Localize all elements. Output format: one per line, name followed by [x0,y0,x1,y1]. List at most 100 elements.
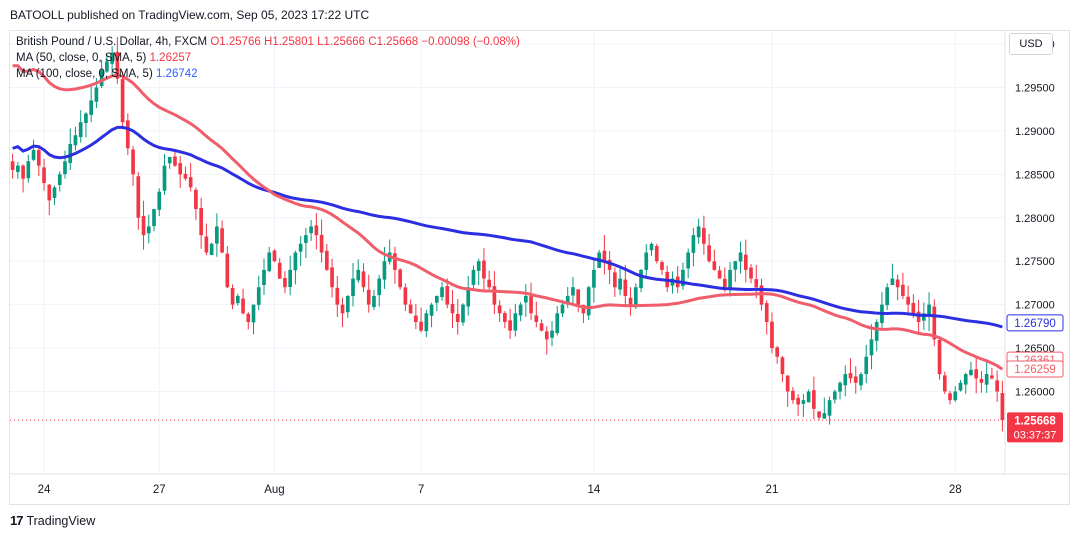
candle-body [162,165,167,191]
candle-body [901,284,905,296]
candle-body [47,184,52,201]
candle-body [607,259,612,270]
candle-body [623,279,628,296]
candle-body [948,393,952,401]
candle-body [78,122,83,138]
ma-price-tag [1006,314,1064,332]
x-tick-label: 24 [38,484,51,496]
candle-body [105,61,109,72]
ma100-value: 1.26742 [155,68,198,80]
candle-body [298,243,303,252]
candle-body [728,269,732,290]
candle-body [843,374,848,386]
candle-body [764,303,769,322]
high-value: H1.25801 [264,36,314,48]
candle-body [455,313,460,322]
candle-body [895,279,900,288]
candle-body [361,271,366,288]
candle-body [199,208,203,236]
candle-body [272,250,277,262]
candle-body [513,313,518,331]
tradingview-logo-icon: 17 [10,513,24,528]
change-value: −0.00098 (−0.08%) [421,36,520,48]
candle-body [115,51,120,79]
ma50-row[interactable]: MA (50, close, 0, SMA, 5) 1.26257 [16,50,520,66]
candle-body [958,382,963,391]
candle-body [262,269,266,286]
candle-body [749,267,753,279]
candle-body [497,305,502,314]
candle-body [382,261,387,280]
candle-body [183,173,188,179]
candle-body [1000,393,1005,421]
ma-price-text: 1.26790 [1014,318,1056,330]
candle-body [738,252,743,262]
chart-frame [9,30,1070,505]
candle-body [702,227,706,244]
candle-body [801,400,806,404]
candle-body [131,149,135,175]
countdown-text: 03:37:37 [1014,429,1057,441]
candle-body [984,374,989,385]
x-tick-label: 7 [418,484,424,496]
candle-body [220,228,224,253]
candle-body [84,113,88,123]
candle-body [754,279,759,288]
candle-body [838,382,842,392]
candle-body [649,243,654,251]
candle-body [125,120,130,149]
candle-body [890,278,895,286]
candle-body [990,375,994,379]
candle-body [565,295,570,305]
candle-body [450,303,455,314]
candle-body [393,253,397,270]
candle-body [141,215,146,236]
candle-body [916,311,921,322]
candle-body [466,287,471,307]
x-tick-label: 28 [949,484,962,496]
candle-body [602,250,607,262]
ma100-row[interactable]: MA (100, close, 0, SMA, 5) 1.26742 [16,66,520,82]
ohlc-row: British Pound / U.S. Dollar, 4h, FXCM O1… [16,34,520,50]
candle-body [639,269,643,289]
candle-body [995,380,999,392]
candle-body [539,323,544,331]
candle-body [31,150,36,160]
candle-body [932,306,937,340]
candle-body [251,304,256,323]
candle-body [785,375,790,392]
candle-body [26,161,31,179]
candle-body [618,278,622,290]
y-tick-label: 1.29000 [1015,126,1055,138]
candle-body [414,315,418,322]
y-tick-label: 1.27500 [1015,256,1055,268]
y-tick-label: 1.27000 [1015,300,1055,312]
candle-body [733,261,738,270]
candle-body [146,226,151,234]
candle-body [979,378,984,383]
candle-body [550,330,554,338]
publisher-line: BATOOLL published on TradingView.com, Se… [10,8,370,22]
candle-body [534,315,539,322]
candle-body [429,304,434,316]
candle-body [16,165,20,172]
currency-selector[interactable]: USD [1009,33,1053,55]
candle-body [241,298,245,314]
y-tick-label: 1.29500 [1015,82,1055,94]
candle-body [194,189,198,210]
candle-body [812,390,816,409]
candle-body [848,373,853,379]
candle-body [366,289,371,305]
candle-body [942,375,947,392]
tradingview-logo[interactable]: 17 TradingView [10,513,95,528]
candle-body [209,243,214,255]
candle-body [712,261,717,270]
candle-body [791,390,795,401]
candle-body [277,262,282,279]
x-tick-label: 27 [153,484,166,496]
low-value: L1.25666 [317,36,366,48]
candle-body [775,347,780,357]
candle-body [707,245,711,262]
candle-body [445,286,450,305]
